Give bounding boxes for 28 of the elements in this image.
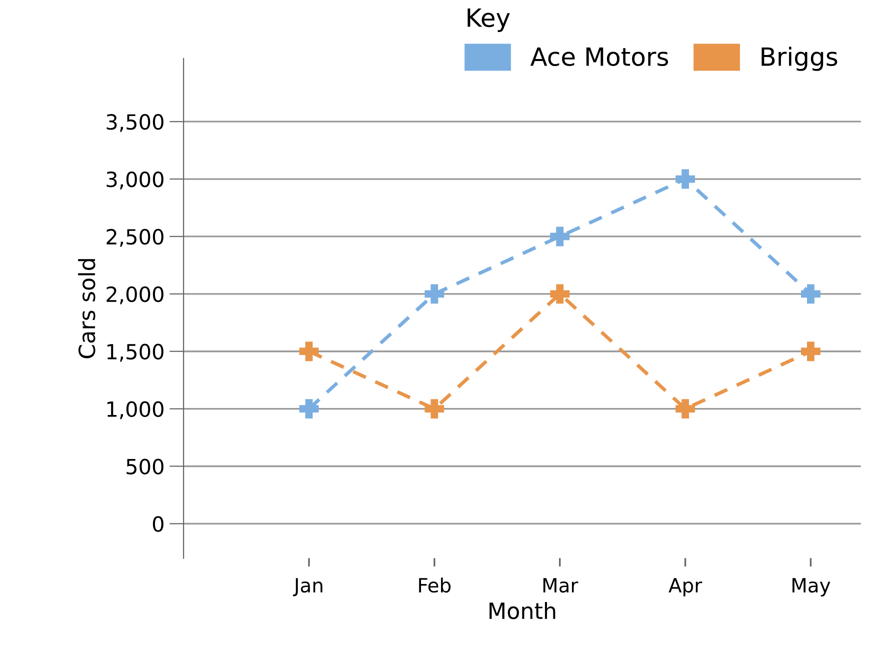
legend-label: Ace Motors	[530, 47, 668, 66]
x-tick-label: Feb	[419, 578, 451, 593]
point	[424, 399, 444, 419]
point	[676, 399, 696, 419]
y-tick-label: 0	[152, 516, 164, 532]
legend-label: Briggs	[762, 46, 838, 71]
point	[550, 284, 570, 304]
y-tick-label: 500	[126, 458, 164, 474]
y-tick-label: 2,500	[106, 228, 164, 247]
y-tick-label: 1,500	[107, 344, 164, 362]
x-axis-title: Month	[490, 602, 556, 620]
y-axis-title: Cars sold	[78, 259, 96, 358]
point	[299, 399, 319, 419]
y-tick-label: 1,000	[107, 401, 164, 420]
point	[800, 342, 820, 362]
x-tick-label: Jan	[292, 578, 322, 596]
point	[676, 169, 696, 189]
point	[800, 284, 820, 304]
point	[299, 342, 319, 362]
y-tick-label: 2,000	[106, 286, 164, 304]
x-tick-label: Mar	[543, 578, 578, 593]
point	[550, 226, 570, 246]
x-tick-label: May	[792, 578, 830, 596]
legend-title: Key	[468, 8, 510, 32]
x-tick-label: Apr	[668, 578, 702, 596]
y-tick-label: 3,000	[106, 171, 164, 190]
point	[424, 284, 444, 304]
y-tick-label: 3,500	[106, 114, 164, 132]
